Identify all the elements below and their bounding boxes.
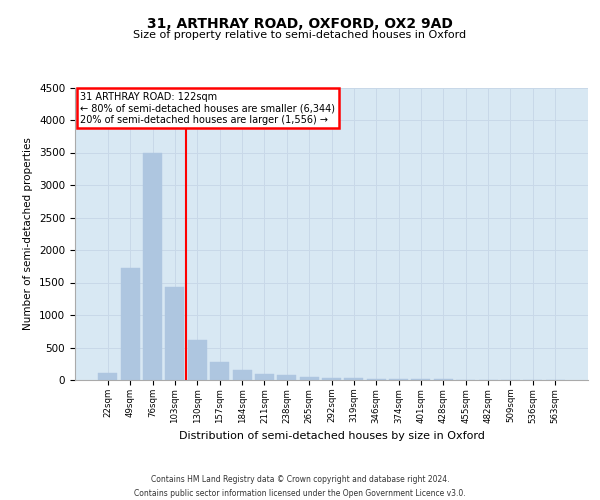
Text: 31, ARTHRAY ROAD, OXFORD, OX2 9AD: 31, ARTHRAY ROAD, OXFORD, OX2 9AD	[147, 18, 453, 32]
Bar	[277, 376, 296, 380]
Bar	[210, 362, 229, 380]
Bar	[98, 373, 118, 380]
Bar	[143, 153, 162, 380]
Text: 31 ARTHRAY ROAD: 122sqm
← 80% of semi-detached houses are smaller (6,344)
20% of: 31 ARTHRAY ROAD: 122sqm ← 80% of semi-de…	[80, 92, 335, 125]
Bar	[121, 268, 140, 380]
Bar	[233, 370, 251, 380]
Text: Size of property relative to semi-detached houses in Oxford: Size of property relative to semi-detach…	[133, 30, 467, 40]
Bar	[299, 377, 319, 380]
Bar	[188, 340, 207, 380]
X-axis label: Distribution of semi-detached houses by size in Oxford: Distribution of semi-detached houses by …	[179, 431, 484, 441]
Bar	[389, 379, 408, 380]
Bar	[344, 378, 364, 380]
Bar	[322, 378, 341, 380]
Text: Contains HM Land Registry data © Crown copyright and database right 2024.
Contai: Contains HM Land Registry data © Crown c…	[134, 476, 466, 498]
Bar	[166, 287, 184, 380]
Bar	[367, 378, 386, 380]
Y-axis label: Number of semi-detached properties: Number of semi-detached properties	[23, 138, 34, 330]
Bar	[255, 374, 274, 380]
